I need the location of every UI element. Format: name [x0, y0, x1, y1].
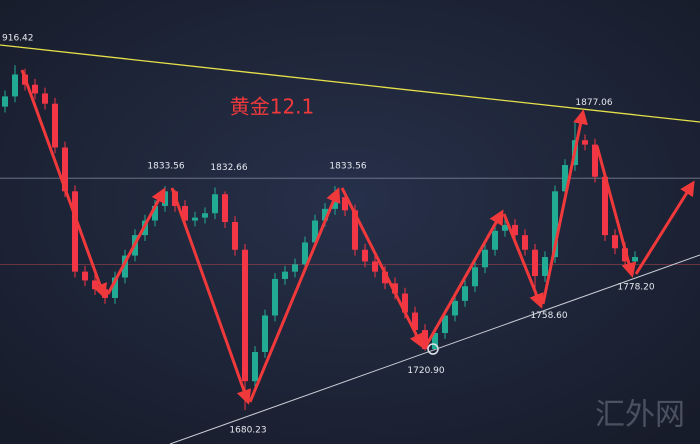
candle-body — [262, 315, 268, 352]
candle-body — [632, 257, 638, 262]
candle-body — [612, 235, 618, 249]
price-annotation: 1833.56 — [147, 162, 184, 172]
candle-body — [242, 249, 248, 382]
candle-body — [512, 224, 518, 236]
candle-body — [12, 74, 18, 97]
candle-body — [92, 280, 98, 290]
corner-price-label: 916.42 — [2, 34, 34, 44]
candle-body — [432, 333, 438, 350]
marker-circle — [427, 343, 439, 355]
candle-body — [122, 255, 128, 278]
candle-body — [42, 93, 48, 104]
candle-body — [542, 257, 548, 277]
candle-body — [452, 300, 458, 316]
candle-body — [532, 249, 538, 277]
candle-body — [482, 249, 488, 268]
candle-body — [392, 283, 398, 294]
candle-body — [52, 103, 58, 148]
candle-body — [312, 220, 318, 243]
candle-body — [212, 194, 218, 214]
candle-body — [2, 96, 8, 107]
candle-body — [352, 210, 358, 250]
candle-body — [552, 191, 558, 258]
candle-body — [112, 277, 118, 298]
candle-body — [502, 224, 508, 231]
candle-body — [322, 208, 328, 221]
chart-title: 黄金12.1 — [230, 95, 315, 119]
candle-body — [342, 197, 348, 211]
price-annotation: 1758.60 — [530, 311, 567, 321]
candle-body — [252, 351, 258, 382]
candle-body — [82, 271, 88, 281]
candle-body — [72, 191, 78, 272]
candle-body — [292, 264, 298, 272]
candle-body — [152, 205, 158, 221]
candle-body — [232, 222, 238, 250]
candle-body — [382, 271, 388, 284]
candle-body — [182, 205, 188, 221]
candle-body — [412, 312, 418, 331]
candle-body — [222, 194, 228, 222]
watermark: 汇外网 — [595, 398, 685, 433]
candle-body — [282, 271, 288, 279]
candle-body — [522, 235, 528, 250]
candle-body — [602, 176, 608, 236]
candle-body — [362, 249, 368, 262]
price-annotation: 1877.06 — [575, 98, 612, 108]
price-annotation: 1680.23 — [229, 426, 266, 436]
candle-body — [302, 242, 308, 265]
trend-arrows — [20, 69, 695, 405]
candle-body — [582, 140, 588, 145]
candle-body — [472, 267, 478, 287]
price-annotation: 1720.90 — [407, 366, 444, 376]
price-annotation: 1832.66 — [210, 163, 247, 173]
candle-body — [372, 261, 378, 272]
candle-body — [62, 147, 68, 192]
candle-body — [402, 293, 408, 313]
support-trendline — [169, 254, 700, 444]
candle-body — [272, 278, 278, 316]
price-annotation: 1778.20 — [617, 282, 654, 292]
price-annotation: 1833.56 — [329, 162, 366, 172]
candle-body — [422, 330, 428, 350]
candle-body — [562, 165, 568, 192]
candle-body — [592, 144, 598, 177]
candle-body — [492, 230, 498, 250]
candle-body — [32, 84, 38, 94]
candle-body — [202, 213, 208, 218]
candle-body — [442, 315, 448, 333]
candle-body — [462, 286, 468, 301]
candle-body — [192, 217, 198, 221]
